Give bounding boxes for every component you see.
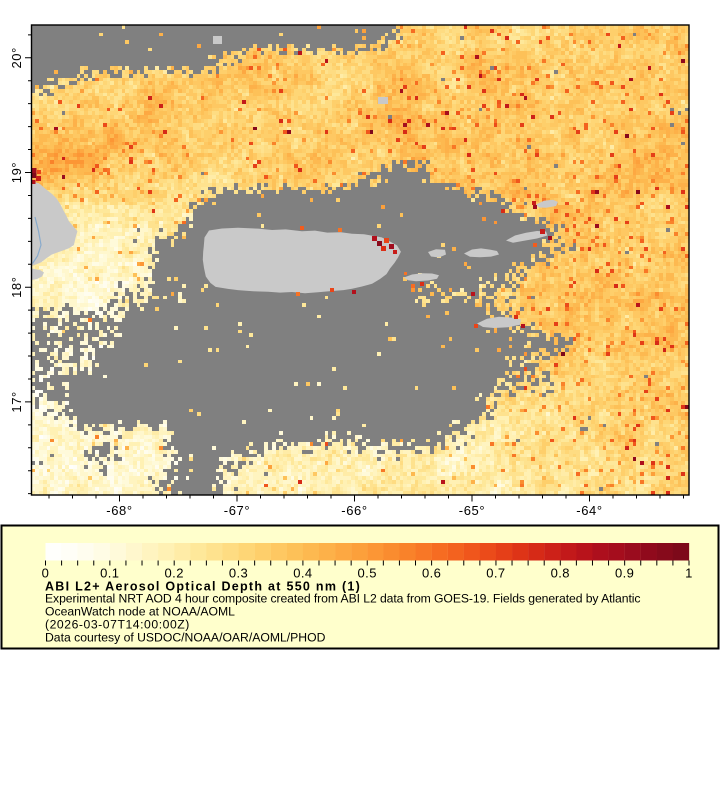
svg-text:0.2: 0.2 <box>165 566 184 581</box>
svg-text:0: 0 <box>42 566 50 581</box>
svg-text:0.7: 0.7 <box>486 566 505 581</box>
svg-text:(2026-03-07T14:00:00Z): (2026-03-07T14:00:00Z) <box>45 618 190 632</box>
svg-text:-65°: -65° <box>459 503 485 518</box>
svg-text:1: 1 <box>685 566 693 581</box>
svg-text:-68°: -68° <box>106 503 132 518</box>
svg-text:Data courtesy of USDOC/NOAA/OA: Data courtesy of USDOC/NOAA/OAR/AOML/PHO… <box>45 631 326 645</box>
svg-text:0.1: 0.1 <box>100 566 119 581</box>
svg-text:-64°: -64° <box>576 503 602 518</box>
svg-text:Experimental NRT AOD 4 hour co: Experimental NRT AOD 4 hour composite cr… <box>45 592 640 606</box>
svg-text:20°: 20° <box>9 47 24 68</box>
svg-text:0.8: 0.8 <box>551 566 570 581</box>
svg-text:18°: 18° <box>9 276 24 297</box>
svg-text:0.9: 0.9 <box>615 566 634 581</box>
svg-text:0.5: 0.5 <box>358 566 377 581</box>
svg-text:ABI L2+ Aerosol Optical Depth: ABI L2+ Aerosol Optical Depth at 550 nm … <box>45 580 361 594</box>
svg-text:OceanWatch node at NOAA/AOML: OceanWatch node at NOAA/AOML <box>45 605 235 619</box>
svg-text:17°: 17° <box>9 391 24 412</box>
svg-text:-67°: -67° <box>224 503 250 518</box>
svg-text:-66°: -66° <box>341 503 367 518</box>
svg-text:0.6: 0.6 <box>422 566 441 581</box>
svg-text:19°: 19° <box>9 162 24 183</box>
svg-text:0.3: 0.3 <box>229 566 248 581</box>
svg-text:0.4: 0.4 <box>293 566 312 581</box>
